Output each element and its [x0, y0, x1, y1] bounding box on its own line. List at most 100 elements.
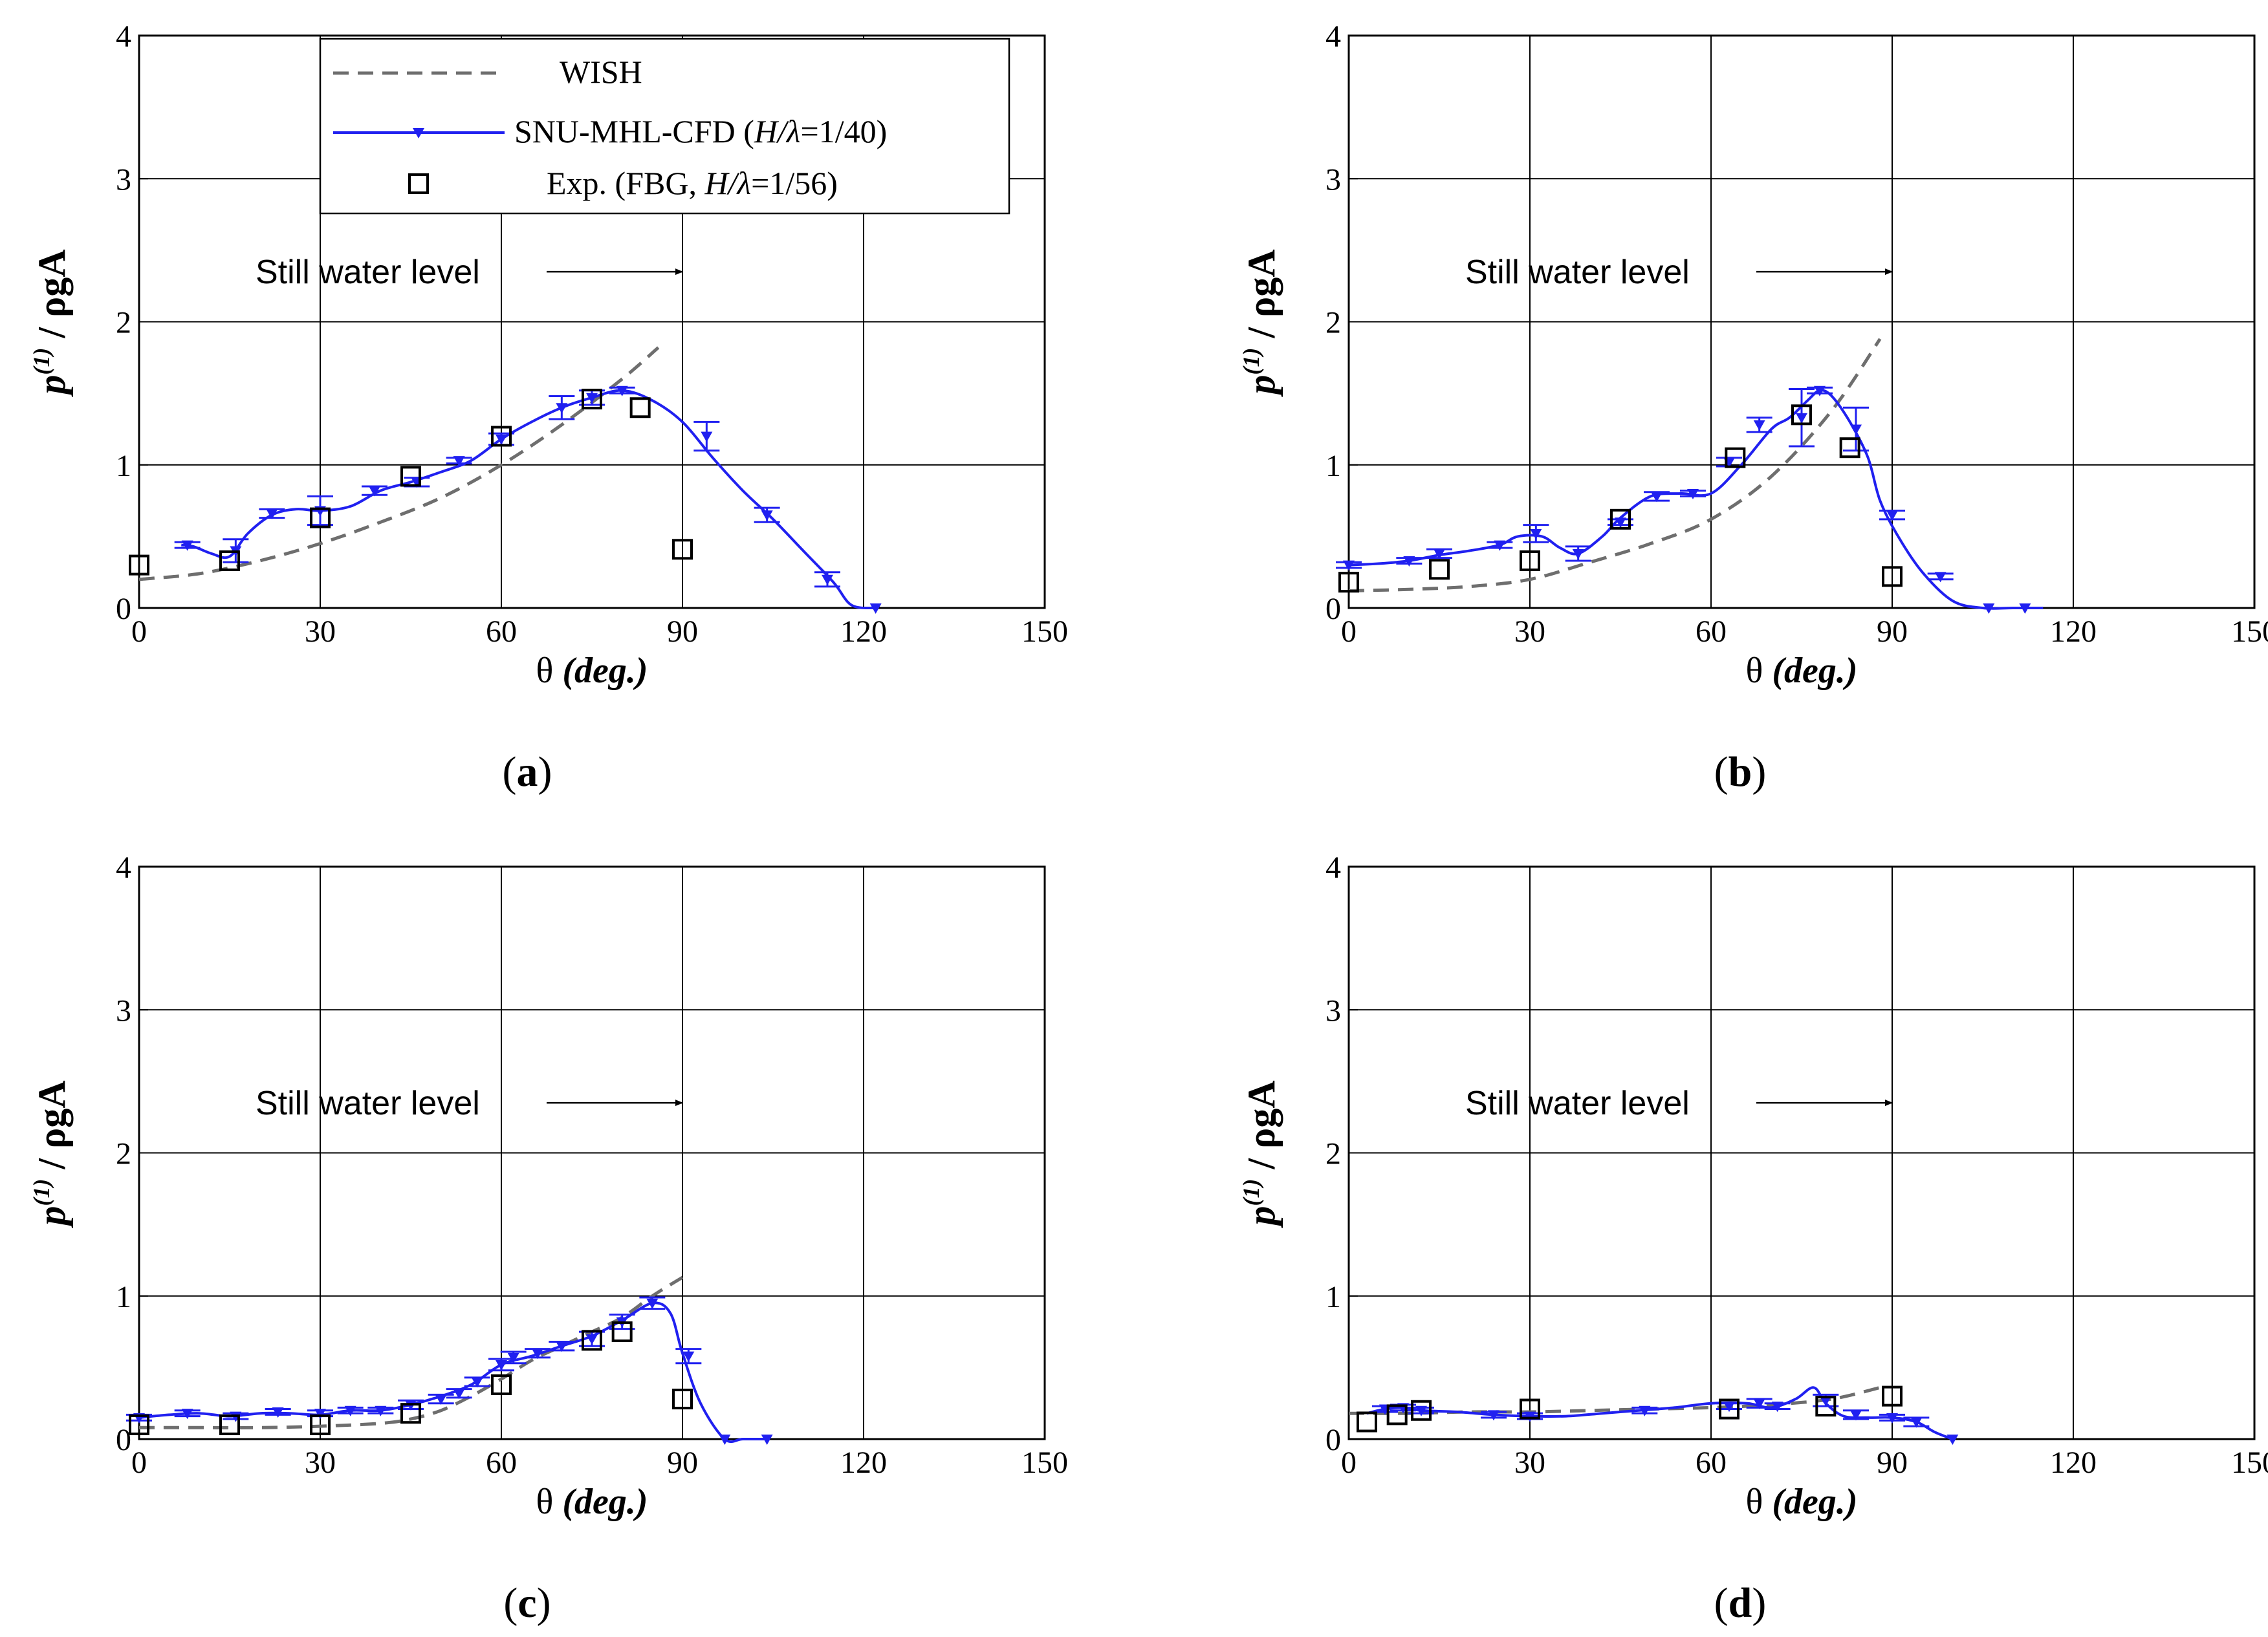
y-tick-label: 1 — [116, 1280, 131, 1314]
x-tick-label: 30 — [305, 1446, 336, 1480]
y-tick-label: 2 — [116, 1137, 131, 1171]
y-axis-label: p(1) / ρgA — [1238, 249, 1283, 397]
x-tick-label: 60 — [1696, 1446, 1727, 1480]
exp-marker — [582, 388, 602, 409]
y-tick-label: 2 — [1325, 1137, 1341, 1171]
x-axis-unit: (deg.) — [1772, 1482, 1857, 1522]
cfd-marker — [1651, 492, 1663, 503]
y-axis-rest: / ρgA — [30, 249, 73, 347]
cfd-marker — [266, 508, 278, 519]
cfd-marker — [453, 456, 465, 467]
y-tick-label: 1 — [1325, 449, 1341, 483]
y-axis-label: p(1) / ρgA — [28, 1080, 73, 1228]
cfd-marker — [471, 1377, 483, 1388]
cfd-marker — [1572, 548, 1584, 559]
cfd-marker — [375, 1405, 387, 1416]
exp-marker — [219, 1414, 240, 1435]
cfd-marker — [646, 1298, 659, 1309]
exp-marker — [1610, 508, 1631, 530]
y-tick-label: 1 — [116, 449, 131, 483]
cfd-marker — [181, 540, 193, 551]
cfd-marker — [556, 403, 568, 414]
wish-line — [1348, 1385, 1881, 1415]
legend-cfd-marker — [413, 128, 424, 138]
cfd-marker — [556, 1341, 568, 1352]
x-tick-label: 30 — [1514, 614, 1545, 649]
exp-marker — [310, 507, 331, 528]
x-tick-label: 30 — [305, 614, 336, 649]
x-tick-label: 120 — [2050, 1446, 2097, 1480]
x-axis-label: θ (deg.) — [1746, 1482, 1858, 1522]
panel-a: 0 30 60 90 120 150 0 1 2 3 4 θ (deg.) p(1) / ρgA Stil… — [28, 19, 1068, 796]
cfd-marker — [1753, 1398, 1765, 1409]
x-tick-label: 150 — [2231, 1446, 2268, 1480]
cfd-marker — [1615, 517, 1626, 528]
x-axis-unit: (deg.) — [562, 1482, 648, 1522]
panel-caption: (d) — [1714, 1579, 1767, 1627]
x-tick-label: 90 — [1877, 1446, 1908, 1480]
cfd-marker — [1530, 528, 1542, 539]
y-axis-label: p(1) / ρgA — [28, 249, 73, 397]
cfd-marker — [1796, 413, 1807, 424]
cfd-marker — [496, 1360, 507, 1371]
y-tick-label: 0 — [1325, 592, 1341, 626]
exp-marker — [1520, 550, 1540, 571]
cfd-marker — [616, 385, 628, 396]
panel-d: 0 30 60 90 120 150 0 1 2 3 4 θ (deg.) p(1) / ρgA Stil… — [1238, 851, 2268, 1627]
caption-open: ( — [1714, 1579, 1728, 1627]
x-tick-label: 0 — [1341, 1446, 1357, 1480]
x-axis-unit: (deg.) — [562, 651, 648, 691]
exp-marker — [1725, 447, 1746, 468]
legend-cfd-prefix: SNU-MHL-CFD ( — [514, 113, 754, 149]
caption-open: ( — [1714, 748, 1728, 796]
exp-marker — [129, 1414, 149, 1435]
cfd-marker — [369, 486, 380, 497]
x-axis-symbol: θ — [536, 1482, 563, 1522]
caption-close: ) — [1752, 748, 1766, 796]
x-axis-unit: (deg.) — [1772, 651, 1857, 691]
panel-b: 0 30 60 90 120 150 0 1 2 3 4 θ (deg.) p(1) / ρgA Stil… — [1238, 19, 2268, 796]
panel-caption: (c) — [503, 1579, 551, 1627]
legend-cfd-ratio: H/λ — [754, 113, 801, 149]
exp-marker — [491, 426, 512, 447]
cfd-marker — [761, 1435, 773, 1445]
y-axis-rest: / ρgA — [1240, 1080, 1283, 1178]
x-axis-symbol: θ — [1746, 651, 1772, 691]
cfd-line — [1366, 1386, 1954, 1440]
cfd-marker — [701, 431, 713, 442]
x-tick-label: 30 — [1514, 1446, 1545, 1480]
y-axis-superscript: (1) — [1238, 1179, 1264, 1206]
caption-close: ) — [538, 748, 552, 796]
y-axis-main: p — [1240, 375, 1283, 398]
cfd-marker — [1850, 424, 1862, 435]
legend-exp-prefix: Exp. (FBG, — [547, 165, 704, 201]
x-tick-label: 60 — [486, 614, 517, 649]
cfd-marker — [2019, 603, 2031, 614]
y-tick-label: 3 — [1325, 993, 1341, 1028]
still-water-level-label: Still water level — [1465, 254, 1690, 291]
legend-exp-label: Exp. (FBG, H/λ=1/56) — [547, 165, 838, 201]
y-tick-label: 3 — [116, 162, 131, 197]
caption-open: ( — [503, 748, 517, 796]
exp-marker — [611, 1321, 633, 1343]
exp-marker — [1791, 404, 1812, 426]
exp-marker — [582, 1330, 602, 1351]
cfd-marker — [1983, 603, 1995, 614]
caption-letter: c — [518, 1579, 536, 1627]
x-axis-label: θ (deg.) — [536, 1482, 648, 1522]
y-axis-rest: / ρgA — [30, 1080, 73, 1178]
cfd-marker — [1723, 1402, 1735, 1413]
y-tick-label: 2 — [116, 306, 131, 340]
legend-box — [319, 38, 1010, 215]
exp-marker — [1357, 1411, 1377, 1433]
caption-open: ( — [503, 1579, 518, 1627]
cfd-line — [138, 1301, 767, 1444]
exp-marker — [219, 550, 240, 571]
panel-caption: (a) — [503, 748, 552, 796]
x-axis-symbol: θ — [536, 651, 563, 691]
cfd-marker — [496, 434, 507, 445]
caption-close: ) — [537, 1579, 551, 1627]
cfd-marker — [719, 1435, 731, 1445]
exp-marker — [1386, 1404, 1408, 1426]
